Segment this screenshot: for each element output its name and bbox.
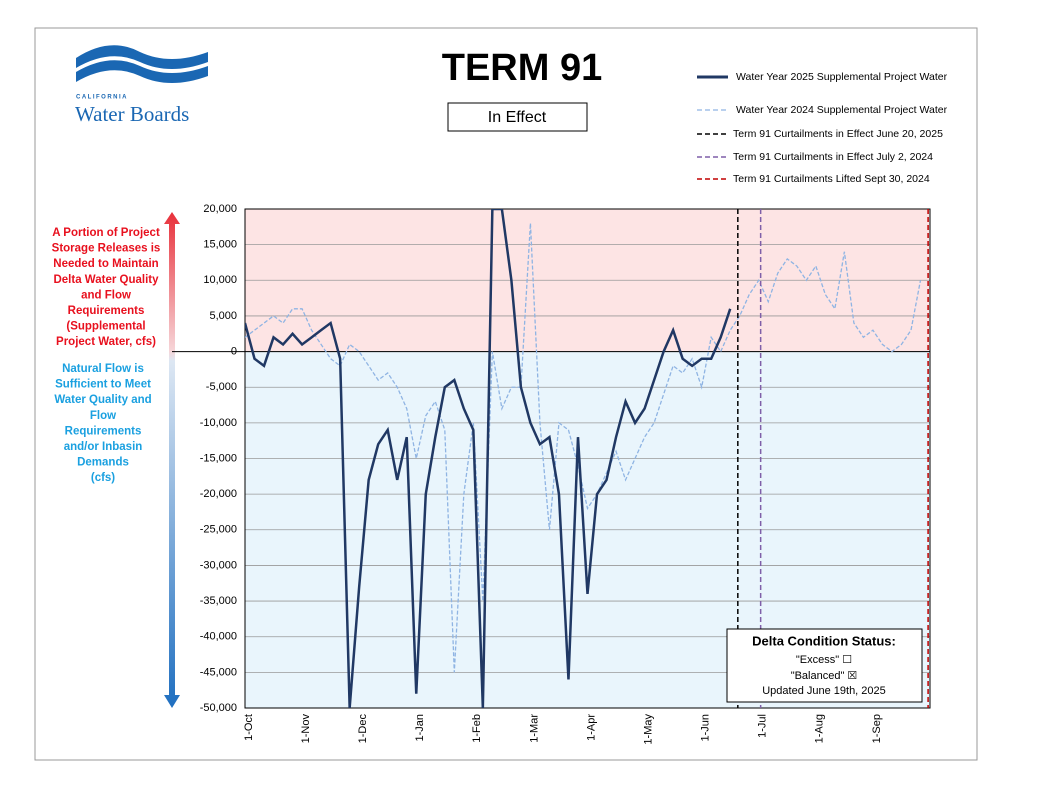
lower-note: Sufficient to Meet — [55, 379, 151, 391]
logo: CALIFORNIA Water Boards — [75, 45, 208, 126]
legend-label: Water Year 2024 Supplemental Project Wat… — [736, 104, 948, 116]
y-tick-label: -15,000 — [200, 452, 237, 464]
lower-note: Water Quality and — [54, 394, 151, 406]
x-tick-label: 1-Sep — [871, 714, 883, 743]
upper-note: Delta Water Quality — [53, 274, 159, 286]
upper-note: Requirements — [68, 305, 145, 317]
status-excess: "Excess" ☐ — [796, 654, 852, 666]
y-tick-label: 10,000 — [203, 274, 237, 286]
lower-note: and/or Inbasin — [64, 441, 143, 453]
series-line — [245, 209, 732, 708]
plot-lines — [245, 209, 922, 708]
y-tick-label: 20,000 — [203, 203, 237, 215]
y-tick-label: -10,000 — [200, 417, 237, 429]
y-tick-label: -5,000 — [206, 381, 237, 393]
plot-border — [244, 208, 931, 709]
x-tick-label: 1-Jun — [700, 714, 712, 742]
y-tick-label: -40,000 — [200, 631, 237, 643]
y-tick-label: -30,000 — [200, 559, 237, 571]
legend-label: Water Year 2025 Supplemental Project Wat… — [736, 71, 948, 83]
lower-note: (cfs) — [91, 472, 115, 484]
series-line — [245, 223, 922, 673]
lower-note: Requirements — [65, 425, 142, 437]
x-tick-label: 1-Apr — [585, 714, 597, 741]
lower-note: Flow — [90, 410, 116, 422]
chart-title: TERM 91 — [442, 47, 602, 89]
x-tick-label: 1-Jul — [757, 714, 769, 738]
logo-name: Water Boards — [75, 102, 189, 126]
y-tick-label: 5,000 — [209, 310, 237, 322]
lower-note: Natural Flow is — [62, 363, 144, 375]
x-tick-label: 1-Feb — [471, 714, 483, 743]
status-updated: Updated June 19th, 2025 — [762, 685, 886, 697]
status-badge: In Effect — [488, 109, 547, 126]
x-tick-label: 1-Oct — [243, 714, 255, 741]
y-tick-label: -45,000 — [200, 666, 237, 678]
upper-note: Storage Releases is — [52, 243, 161, 255]
status-box — [726, 628, 923, 703]
side-arrow — [164, 212, 180, 708]
upper-note: Project Water, cfs) — [56, 336, 156, 348]
upper-note: (Supplemental — [66, 321, 145, 333]
lower-note: Demands — [77, 457, 129, 469]
x-tick-label: 1-Aug — [814, 714, 826, 743]
y-tick-label: -20,000 — [200, 488, 237, 500]
x-tick-label: 1-Dec — [357, 714, 369, 744]
legend-label: Term 91 Curtailments in Effect July 2, 2… — [733, 151, 933, 163]
logo-top: CALIFORNIA — [76, 95, 128, 101]
y-tick-label: -25,000 — [200, 524, 237, 536]
upper-note: A Portion of Project — [52, 227, 160, 239]
legend-label: Term 91 Curtailments in Effect June 20, … — [733, 128, 943, 140]
x-tick-label: 1-Mar — [528, 714, 540, 743]
status-title: Delta Condition Status: — [752, 633, 896, 648]
badge-box — [447, 102, 588, 132]
upper-note: and Flow — [81, 289, 131, 301]
y-tick-label: 15,000 — [203, 239, 237, 251]
x-tick-label: 1-Jan — [414, 714, 426, 742]
upper-note: Needed to Maintain — [53, 258, 158, 270]
status-balanced: "Balanced" ☒ — [791, 670, 858, 682]
legend-label: Term 91 Curtailments Lifted Sept 30, 202… — [733, 173, 930, 185]
y-tick-label: -50,000 — [200, 702, 237, 714]
x-tick-label: 1-Nov — [300, 714, 312, 744]
x-tick-label: 1-May — [642, 714, 654, 745]
y-tick-label: -35,000 — [200, 595, 237, 607]
